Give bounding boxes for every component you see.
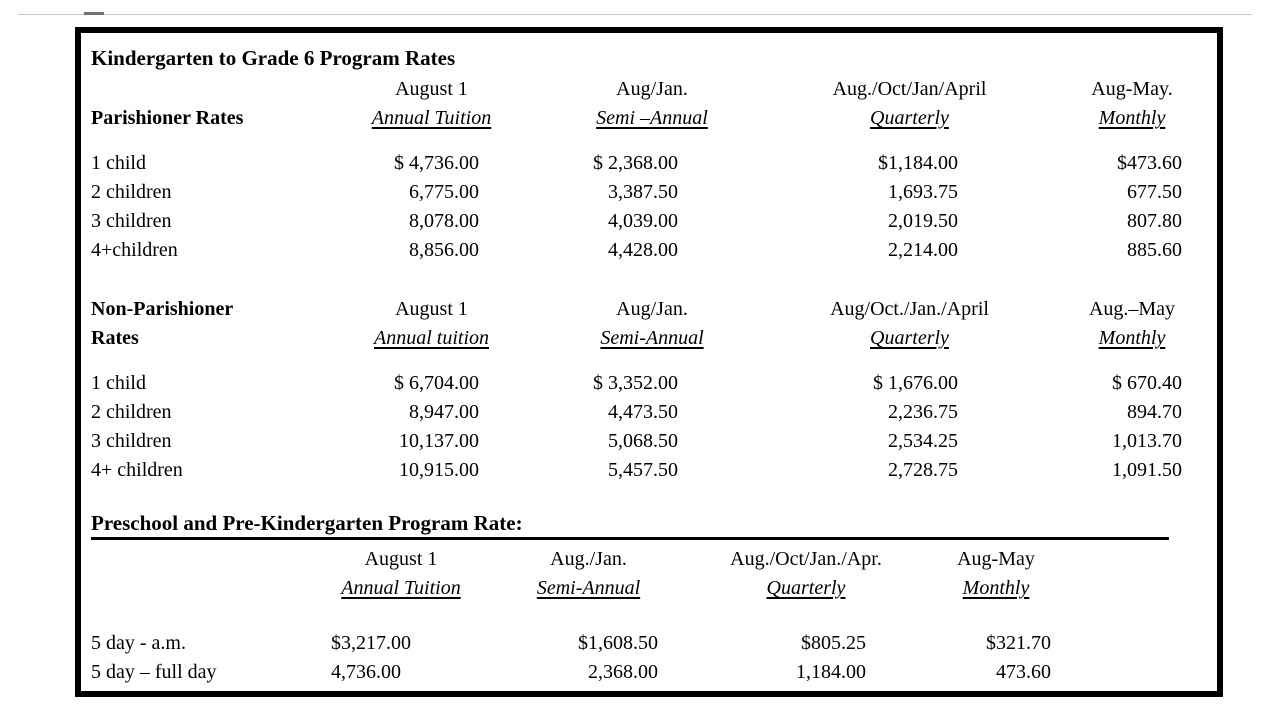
monthly-value: 1,013.70: [1112, 430, 1182, 452]
k6-parishioner-rates: 1 child $ 4,736.00 $ 2,368.00 $1,184.00 …: [91, 149, 1217, 265]
row-group-header: Rates: [91, 327, 139, 349]
monthly-value: 885.60: [1127, 239, 1182, 261]
semi-annual-value: 4,428.00: [608, 239, 678, 261]
frequency-header-monthly: Monthly: [962, 577, 1030, 599]
frequency-header-quarterly: Quarterly: [870, 327, 949, 349]
period-header-semi-annual: Aug/Jan.: [616, 78, 688, 100]
scan-artifact-line: [18, 14, 1252, 15]
frequency-header-annual: Annual Tuition: [341, 577, 461, 599]
annual-value: 10,137.00: [399, 430, 479, 452]
preschool-header: August 1 Aug./Jan. Aug./Oct/Jan./Apr. Au…: [91, 545, 1217, 603]
preschool-rates: 5 day - a.m. $3,217.00 $1,608.50 $805.25…: [91, 629, 1217, 687]
spacer-cell: [91, 574, 331, 603]
monthly-value: $473.60: [1117, 152, 1182, 174]
monthly-value: 473.60: [996, 661, 1051, 683]
monthly-value: $321.70: [986, 632, 1051, 654]
period-header-monthly: Aug-May.: [1091, 78, 1173, 100]
k6-nonparishioner-rates: 1 child $ 6,704.00 $ 3,352.00 $ 1,676.00…: [91, 369, 1217, 485]
row-label: 3 children: [91, 210, 172, 232]
quarterly-value: 2,534.25: [888, 430, 958, 452]
quarterly-value: $1,184.00: [878, 152, 958, 174]
section-title-preschool: Preschool and Pre-Kindergarten Program R…: [91, 511, 1169, 540]
frequency-header-quarterly: Quarterly: [870, 107, 949, 129]
semi-annual-value: 2,368.00: [588, 661, 658, 683]
period-header-monthly: Aug-May: [957, 548, 1035, 570]
period-header-monthly: Aug.–May: [1088, 298, 1176, 320]
document-content: Kindergarten to Grade 6 Program Rates Au…: [81, 33, 1217, 687]
row-label: 4+children: [91, 239, 178, 261]
annual-value: $ 6,704.00: [394, 372, 479, 394]
semi-annual-value: 5,457.50: [608, 459, 678, 481]
quarterly-value: 1,693.75: [888, 181, 958, 203]
quarterly-value: 2,019.50: [888, 210, 958, 232]
period-header-quarterly: Aug./Oct/Jan/April: [832, 78, 987, 100]
row-label: 1 child: [91, 152, 146, 174]
monthly-value: 807.80: [1127, 210, 1182, 232]
frequency-header-semi-annual: Semi-Annual: [536, 577, 641, 599]
row-label: 3 children: [91, 430, 172, 452]
annual-value: 8,078.00: [409, 210, 479, 232]
row-group-header: Non-Parishioner: [91, 298, 234, 320]
quarterly-value: 2,728.75: [888, 459, 958, 481]
period-header-quarterly: Aug./Oct/Jan./Apr.: [730, 548, 882, 570]
semi-annual-value: $ 2,368.00: [593, 152, 678, 174]
period-header-quarterly: Aug/Oct./Jan./April: [830, 298, 989, 320]
period-header-semi-annual: Aug./Jan.: [550, 548, 627, 570]
period-header-annual: August 1: [395, 78, 468, 100]
period-header-annual: August 1: [395, 298, 468, 320]
annual-value: $3,217.00: [331, 632, 411, 654]
semi-annual-value: 5,068.50: [608, 430, 678, 452]
annual-value: 10,915.00: [399, 459, 479, 481]
row-label: 4+ children: [91, 459, 183, 481]
quarterly-value: 1,184.00: [796, 661, 866, 683]
frequency-header-quarterly: Quarterly: [766, 577, 846, 599]
semi-annual-value: $ 3,352.00: [593, 372, 678, 394]
k6-nonparishioner-header: Non-Parishioner August 1 Aug/Jan. Aug/Oc…: [91, 295, 1217, 353]
annual-value: 4,736.00: [331, 661, 401, 683]
period-header-annual: August 1: [364, 548, 438, 570]
annual-value: 6,775.00: [409, 181, 479, 203]
row-label: 2 children: [91, 181, 172, 203]
spacer-cell: [91, 75, 341, 104]
row-label: 5 day – full day: [91, 661, 217, 683]
semi-annual-value: 4,473.50: [608, 401, 678, 423]
semi-annual-value: 4,039.00: [608, 210, 678, 232]
frequency-header-monthly: Monthly: [1098, 107, 1166, 129]
annual-value: $ 4,736.00: [394, 152, 479, 174]
annual-value: 8,947.00: [409, 401, 479, 423]
scan-artifact-dash: [84, 12, 104, 15]
quarterly-value: $805.25: [801, 632, 866, 654]
period-header-semi-annual: Aug/Jan.: [616, 298, 688, 320]
frequency-header-annual: Annual tuition: [374, 327, 489, 349]
row-label: 2 children: [91, 401, 172, 423]
frequency-header-semi-annual: Semi –Annual: [596, 107, 708, 129]
monthly-value: 894.70: [1127, 401, 1182, 423]
section-title-k6: Kindergarten to Grade 6 Program Rates: [91, 46, 456, 70]
k6-parishioner-header: August 1 Aug/Jan. Aug./Oct/Jan/April Aug…: [91, 75, 1217, 133]
row-label: 1 child: [91, 372, 146, 394]
frequency-header-monthly: Monthly: [1098, 327, 1166, 349]
semi-annual-value: 3,387.50: [608, 181, 678, 203]
quarterly-value: 2,214.00: [888, 239, 958, 261]
semi-annual-value: $1,608.50: [578, 632, 658, 654]
monthly-value: $ 670.40: [1112, 372, 1182, 394]
spacer-cell: [91, 545, 331, 574]
quarterly-value: 2,236.75: [888, 401, 958, 423]
document-frame: Kindergarten to Grade 6 Program Rates Au…: [75, 27, 1223, 697]
annual-value: 8,856.00: [409, 239, 479, 261]
quarterly-value: $ 1,676.00: [873, 372, 958, 394]
monthly-value: 1,091.50: [1112, 459, 1182, 481]
monthly-value: 677.50: [1127, 181, 1182, 203]
frequency-header-semi-annual: Semi-Annual: [600, 327, 704, 349]
frequency-header-annual: Annual Tuition: [371, 107, 492, 129]
row-group-header: Parishioner Rates: [91, 107, 244, 129]
row-label: 5 day - a.m.: [91, 632, 186, 654]
